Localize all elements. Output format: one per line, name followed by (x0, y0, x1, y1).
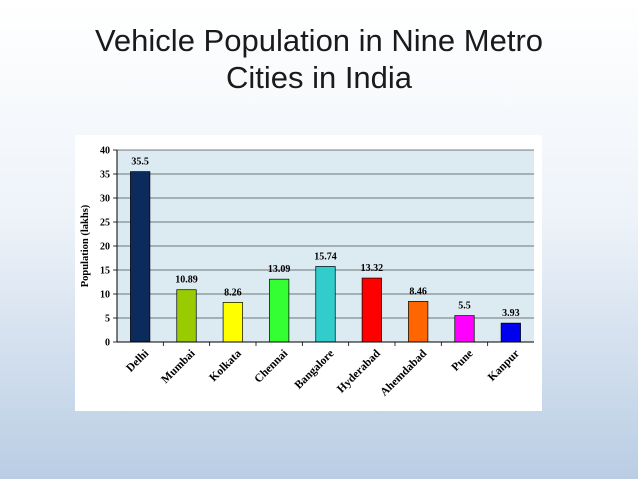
bar-bangalore (315, 266, 336, 343)
y-tick-label: 30 (100, 194, 110, 205)
y-tick-label: 15 (100, 266, 110, 277)
y-tick-label: 10 (100, 290, 110, 301)
x-tick-label: Delhi (124, 347, 152, 375)
x-tick-label: Ahemdabad (378, 347, 429, 398)
data-label: 10.89 (175, 275, 198, 286)
y-tick-label: 40 (100, 146, 110, 157)
x-tick-label: Pune (450, 348, 476, 374)
data-label: 5.5 (458, 301, 471, 312)
bar-chennai (269, 278, 290, 343)
bar-mumbai (176, 289, 197, 343)
bar-delhi (130, 171, 151, 343)
slide-title: Vehicle Population in Nine Metro Cities … (0, 22, 638, 96)
data-label: 3.93 (502, 308, 520, 319)
y-tick-label: 20 (100, 242, 110, 253)
bar-hyderabad (361, 277, 382, 343)
y-axis-title: Population (lakhs) (80, 204, 91, 287)
slide-title-line-1: Vehicle Population in Nine Metro (94, 23, 544, 58)
x-tick-label: Hyderabad (335, 347, 383, 395)
data-label: 15.74 (314, 251, 337, 262)
bar-chart: 0 5 10 15 20 25 30 35 40 Delhi Mumbai Kolkata Chenna… (80, 146, 534, 399)
data-label: 35.5 (131, 157, 149, 168)
data-label: 13.32 (361, 263, 384, 274)
data-labels: 35.5 10.89 8.26 13.09 15.74 13.32 8.46 5.5 3.93 (131, 157, 519, 320)
x-tick-label: Kanpur (486, 348, 522, 384)
bar-pune (454, 315, 475, 343)
data-label: 8.46 (409, 286, 427, 297)
bar-kolkata (222, 302, 243, 343)
x-tick-label: Kolkata (207, 347, 244, 384)
y-tick-label: 5 (105, 314, 110, 325)
data-label: 13.09 (268, 264, 291, 275)
y-tick-label: 0 (105, 338, 110, 349)
bar-ahemdabad (408, 301, 429, 343)
chart-panel: 0 5 10 15 20 25 30 35 40 Delhi Mumbai Kolkata Chenna… (75, 135, 542, 411)
slide-title-line-2: Cities in India (225, 60, 413, 95)
x-tick-label: Chennai (252, 347, 290, 385)
y-tick-label: 25 (100, 218, 110, 229)
x-tick-label: Mumbai (159, 347, 198, 386)
data-label: 8.26 (224, 287, 242, 298)
x-tick-label: Bangalore (293, 348, 337, 392)
y-tick-label: 35 (100, 170, 110, 181)
bar-kanpur (500, 322, 521, 343)
